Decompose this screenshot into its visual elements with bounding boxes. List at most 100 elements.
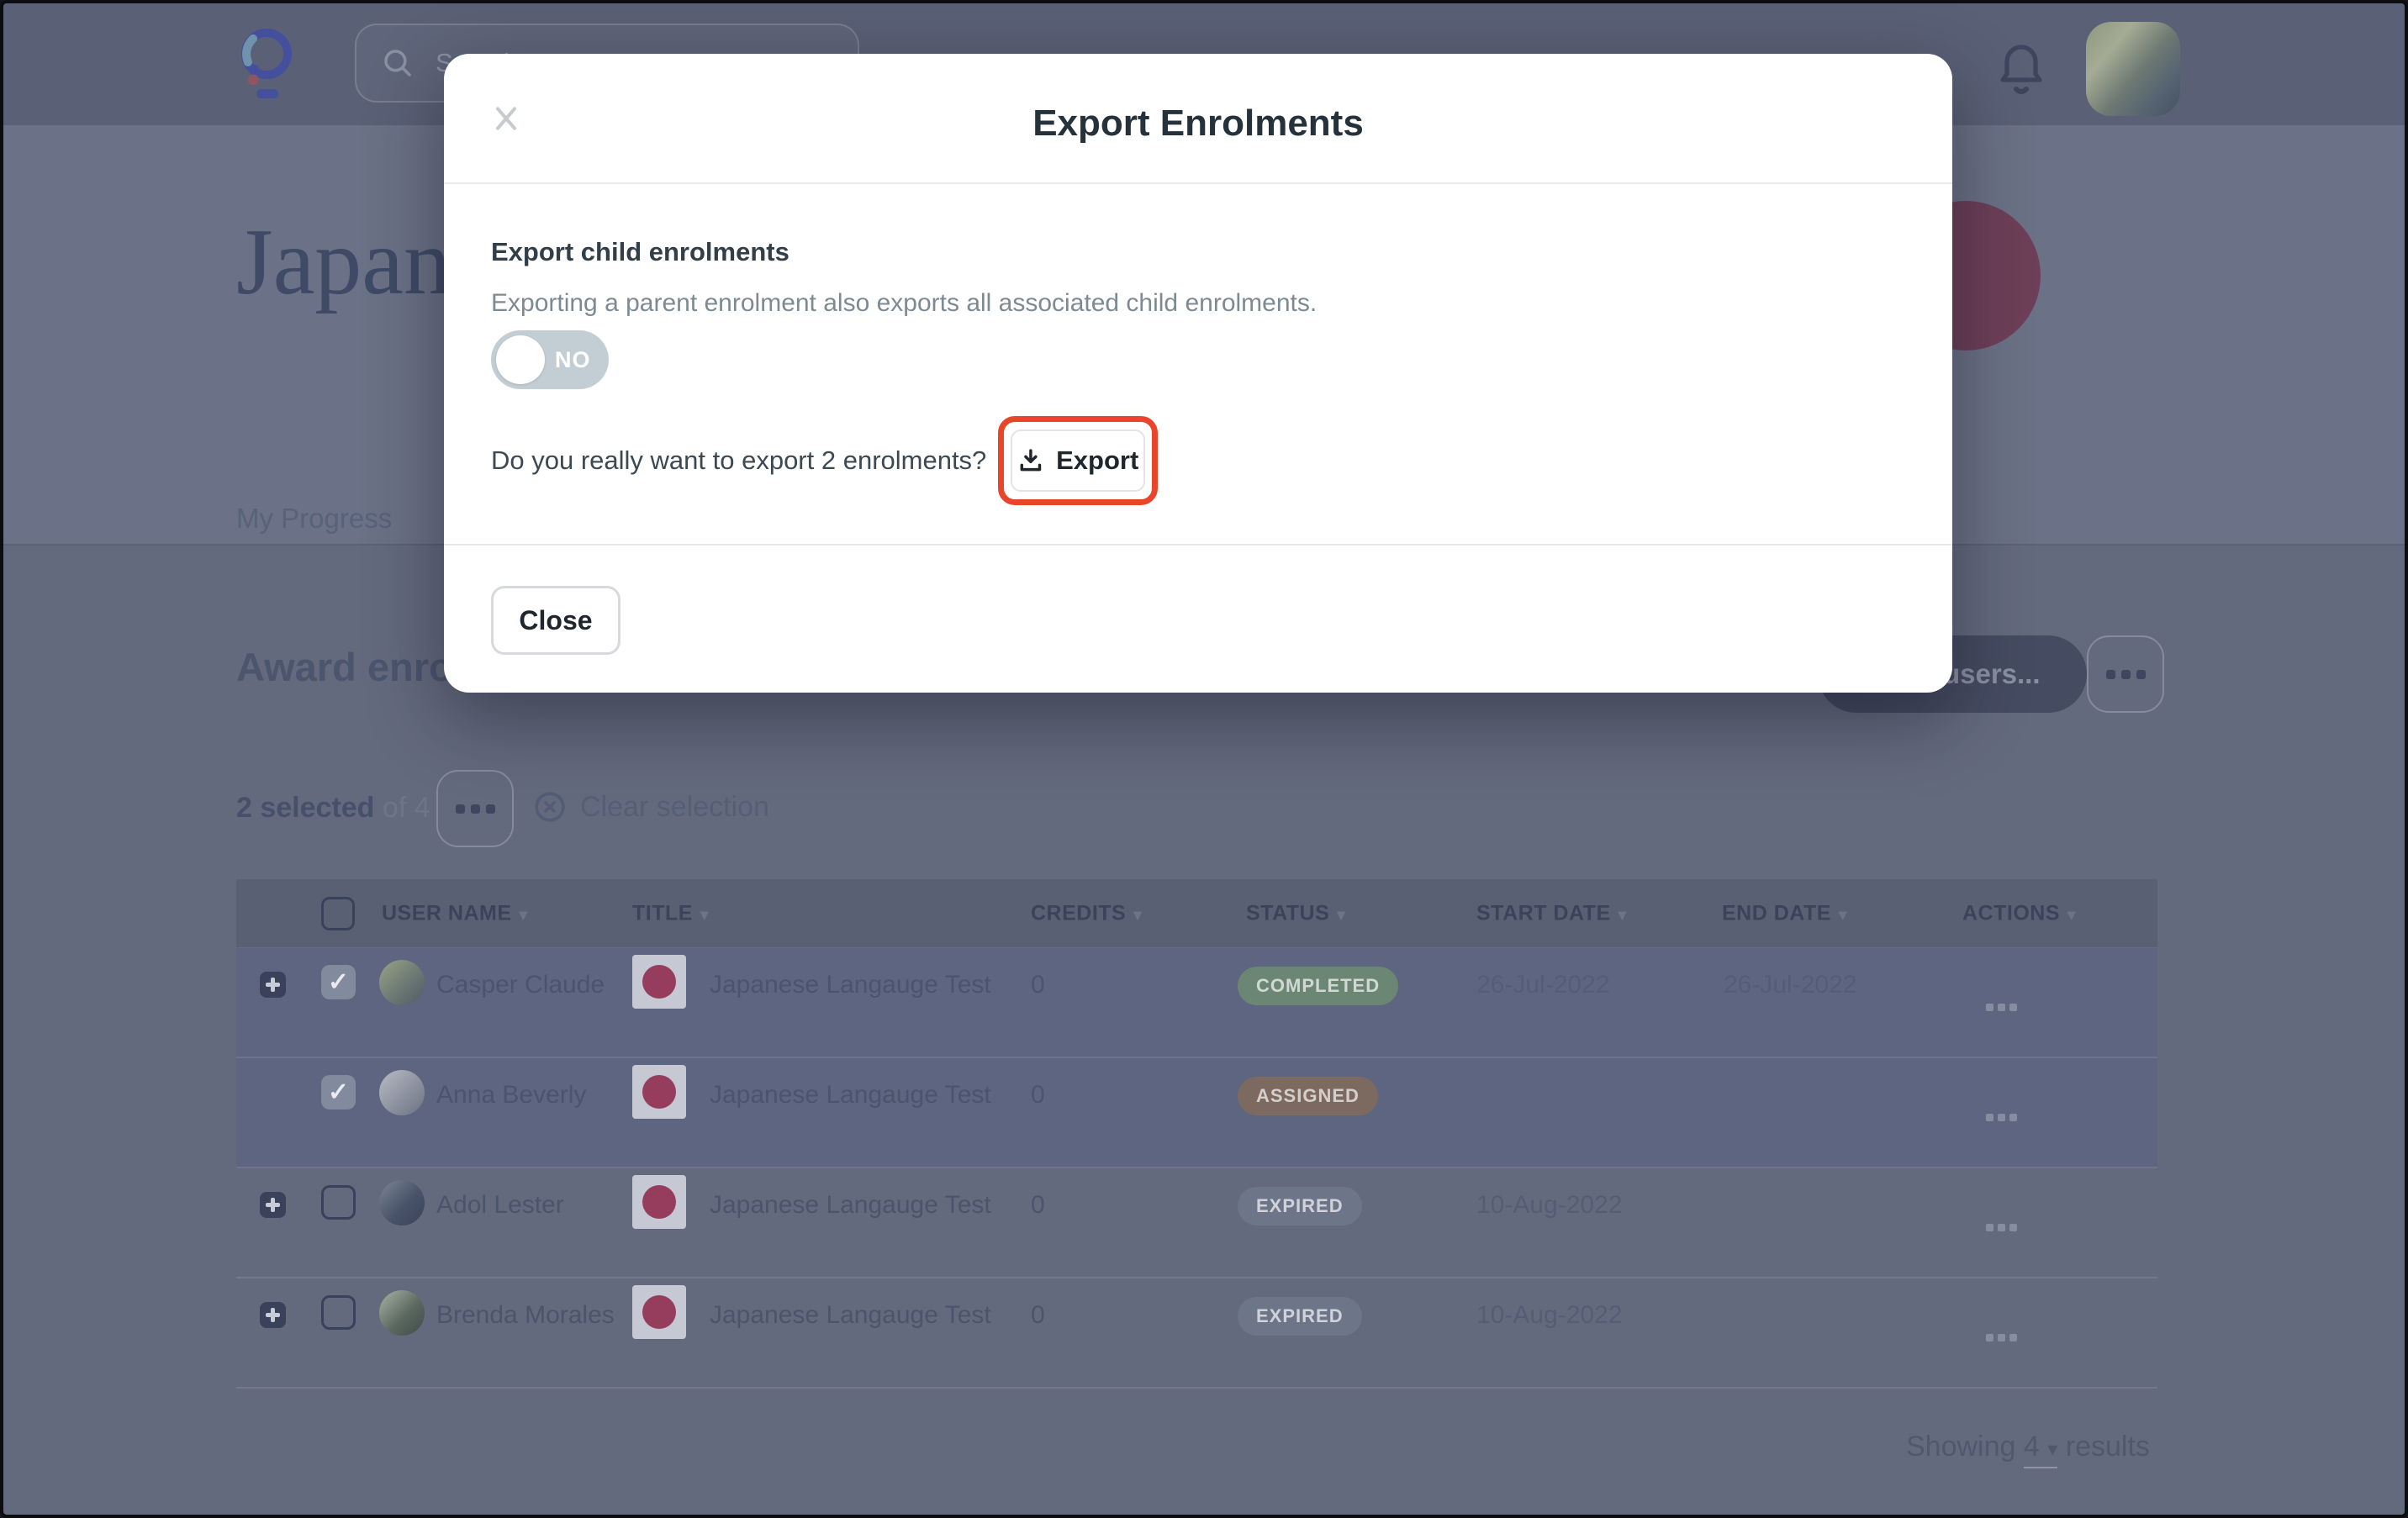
modal-close-icon[interactable]	[488, 101, 525, 138]
child-enrolments-toggle[interactable]: NO	[491, 330, 609, 389]
selection-count-bold: 2 selected	[236, 792, 375, 824]
row-user-name: Casper Claude	[436, 971, 605, 999]
course-circle-icon	[642, 1295, 676, 1329]
export-question: Do you really want to export 2 enrolment…	[491, 445, 987, 475]
modal-divider	[444, 544, 1952, 546]
col-end-date[interactable]: END DATE ▾	[1722, 901, 1847, 925]
page-size-dropdown[interactable]: 4 ▾	[2023, 1431, 2058, 1468]
col-user-name[interactable]: USER NAME ▾	[382, 901, 528, 925]
row-title: Japanese Langauge Test	[710, 1301, 991, 1329]
toggle-label: NO	[555, 346, 591, 372]
notification-bell-icon[interactable]	[1998, 42, 2045, 98]
row-actions-button[interactable]	[1979, 997, 2024, 1018]
col-title[interactable]: TITLE ▾	[632, 901, 709, 925]
row-start-date: 10-Aug-2022	[1476, 1191, 1623, 1219]
modal-header: Export Enrolments	[444, 54, 1952, 184]
selection-count-of: of 4	[382, 792, 430, 824]
clear-circle-x-icon	[535, 792, 565, 822]
user-photo-avatar	[379, 1070, 425, 1115]
sort-icon[interactable]: ▾	[1618, 906, 1627, 924]
ellipsis-icon	[1986, 1114, 1993, 1121]
export-enrolments-modal: Export Enrolments Export child enrolment…	[444, 54, 1952, 693]
modal-close-button[interactable]: Close	[491, 586, 620, 655]
chevron-down-icon: ▾	[2047, 1438, 2058, 1461]
results-label: results	[2065, 1431, 2150, 1463]
col-credits[interactable]: CREDITS ▾	[1031, 901, 1143, 925]
export-question-row: Do you really want to export 2 enrolment…	[491, 416, 1159, 505]
status-badge: EXPIRED	[1238, 1187, 1362, 1225]
course-circle-icon	[642, 1075, 676, 1109]
course-thumbnail	[632, 1285, 686, 1339]
row-user-name: Anna Beverly	[436, 1081, 587, 1109]
ellipsis-icon	[1986, 1224, 1993, 1231]
ellipsis-icon	[1986, 1334, 1993, 1341]
user-photo-avatar	[379, 1180, 425, 1225]
row-title: Japanese Langauge Test	[710, 971, 991, 999]
user-photo-avatar	[379, 1290, 425, 1336]
export-child-description: Exporting a parent enrolment also export…	[491, 289, 1318, 317]
row-start-date: 26-Jul-2022	[1476, 971, 1610, 999]
row-checkbox[interactable]: ✓	[321, 965, 356, 999]
select-all-checkbox[interactable]	[321, 897, 355, 930]
sort-icon[interactable]: ▾	[1133, 906, 1143, 924]
row-user-name: Adol Lester	[436, 1191, 564, 1219]
course-circle-icon	[642, 965, 676, 999]
download-icon	[1020, 449, 1042, 472]
selection-count: 2 selected of 4	[236, 792, 430, 825]
table-row[interactable]: ✓ Anna Beverly Japanese Langauge Test 0 …	[236, 1058, 2157, 1168]
course-thumbnail	[632, 955, 686, 1009]
selection-more-button[interactable]	[436, 770, 514, 847]
sort-icon[interactable]: ▾	[700, 906, 709, 924]
table-header-row: USER NAME ▾ TITLE ▾ CREDITS ▾ STATUS ▾ START…	[236, 879, 2157, 948]
pagination-summary: Showing 4 ▾ results	[1906, 1431, 2150, 1468]
row-end-date: 26-Jul-2022	[1724, 971, 1857, 999]
expand-row-button[interactable]	[260, 1302, 286, 1328]
row-actions-button[interactable]	[1979, 1107, 2024, 1128]
app-logo-icon[interactable]	[236, 27, 295, 103]
enrolments-table: USER NAME ▾ TITLE ▾ CREDITS ▾ STATUS ▾ START…	[236, 879, 2157, 1389]
clear-selection[interactable]: Clear selection	[533, 790, 769, 824]
section-more-button[interactable]	[2087, 635, 2164, 713]
clear-selection-label: Clear selection	[580, 790, 769, 823]
row-checkbox[interactable]: ✓	[321, 1295, 356, 1330]
row-credits: 0	[1031, 1081, 1045, 1109]
showing-label: Showing	[1906, 1431, 2016, 1463]
sort-icon[interactable]: ▾	[519, 906, 528, 924]
col-actions[interactable]: ACTIONS ▾	[1962, 901, 2077, 925]
row-user-name: Brenda Morales	[436, 1301, 615, 1329]
table-row[interactable]: ✓ Adol Lester Japanese Langauge Test 0 E…	[236, 1168, 2157, 1278]
ellipsis-icon	[2105, 669, 2115, 679]
ellipsis-icon	[1986, 1004, 1993, 1011]
modal-title: Export Enrolments	[1032, 103, 1364, 144]
row-checkbox[interactable]: ✓	[321, 1185, 356, 1220]
toggle-knob	[496, 335, 545, 384]
col-start-date[interactable]: START DATE ▾	[1476, 901, 1627, 925]
row-credits: 0	[1031, 971, 1045, 999]
sort-icon[interactable]: ▾	[2067, 906, 2077, 924]
user-avatar[interactable]	[2086, 22, 2180, 116]
course-thumbnail	[632, 1065, 686, 1119]
user-photo-avatar	[379, 960, 425, 1005]
row-credits: 0	[1031, 1191, 1045, 1219]
click-highlight-annotation: Export	[998, 416, 1159, 505]
export-child-heading: Export child enrolments	[491, 237, 789, 266]
row-title: Japanese Langauge Test	[710, 1191, 991, 1219]
row-actions-button[interactable]	[1979, 1217, 2024, 1238]
table-row[interactable]: ✓ Brenda Morales Japanese Langauge Test …	[236, 1278, 2157, 1389]
tab-my-progress[interactable]: My Progress	[236, 503, 393, 534]
course-thumbnail	[632, 1175, 686, 1229]
sort-icon[interactable]: ▾	[1838, 906, 1847, 924]
col-status[interactable]: STATUS ▾	[1246, 901, 1346, 925]
export-button[interactable]: Export	[1011, 430, 1146, 492]
table-row[interactable]: ✓ Casper Claude Japanese Langauge Test 0…	[236, 948, 2157, 1058]
sort-icon[interactable]: ▾	[1337, 906, 1346, 924]
table-body: ✓ Casper Claude Japanese Langauge Test 0…	[236, 948, 2157, 1389]
expand-row-button[interactable]	[260, 1192, 286, 1218]
status-badge: COMPLETED	[1238, 967, 1399, 1005]
expand-row-button[interactable]	[260, 972, 286, 998]
row-credits: 0	[1031, 1301, 1045, 1329]
row-actions-button[interactable]	[1979, 1327, 2024, 1348]
row-checkbox[interactable]: ✓	[321, 1075, 356, 1110]
row-title: Japanese Langauge Test	[710, 1081, 991, 1109]
